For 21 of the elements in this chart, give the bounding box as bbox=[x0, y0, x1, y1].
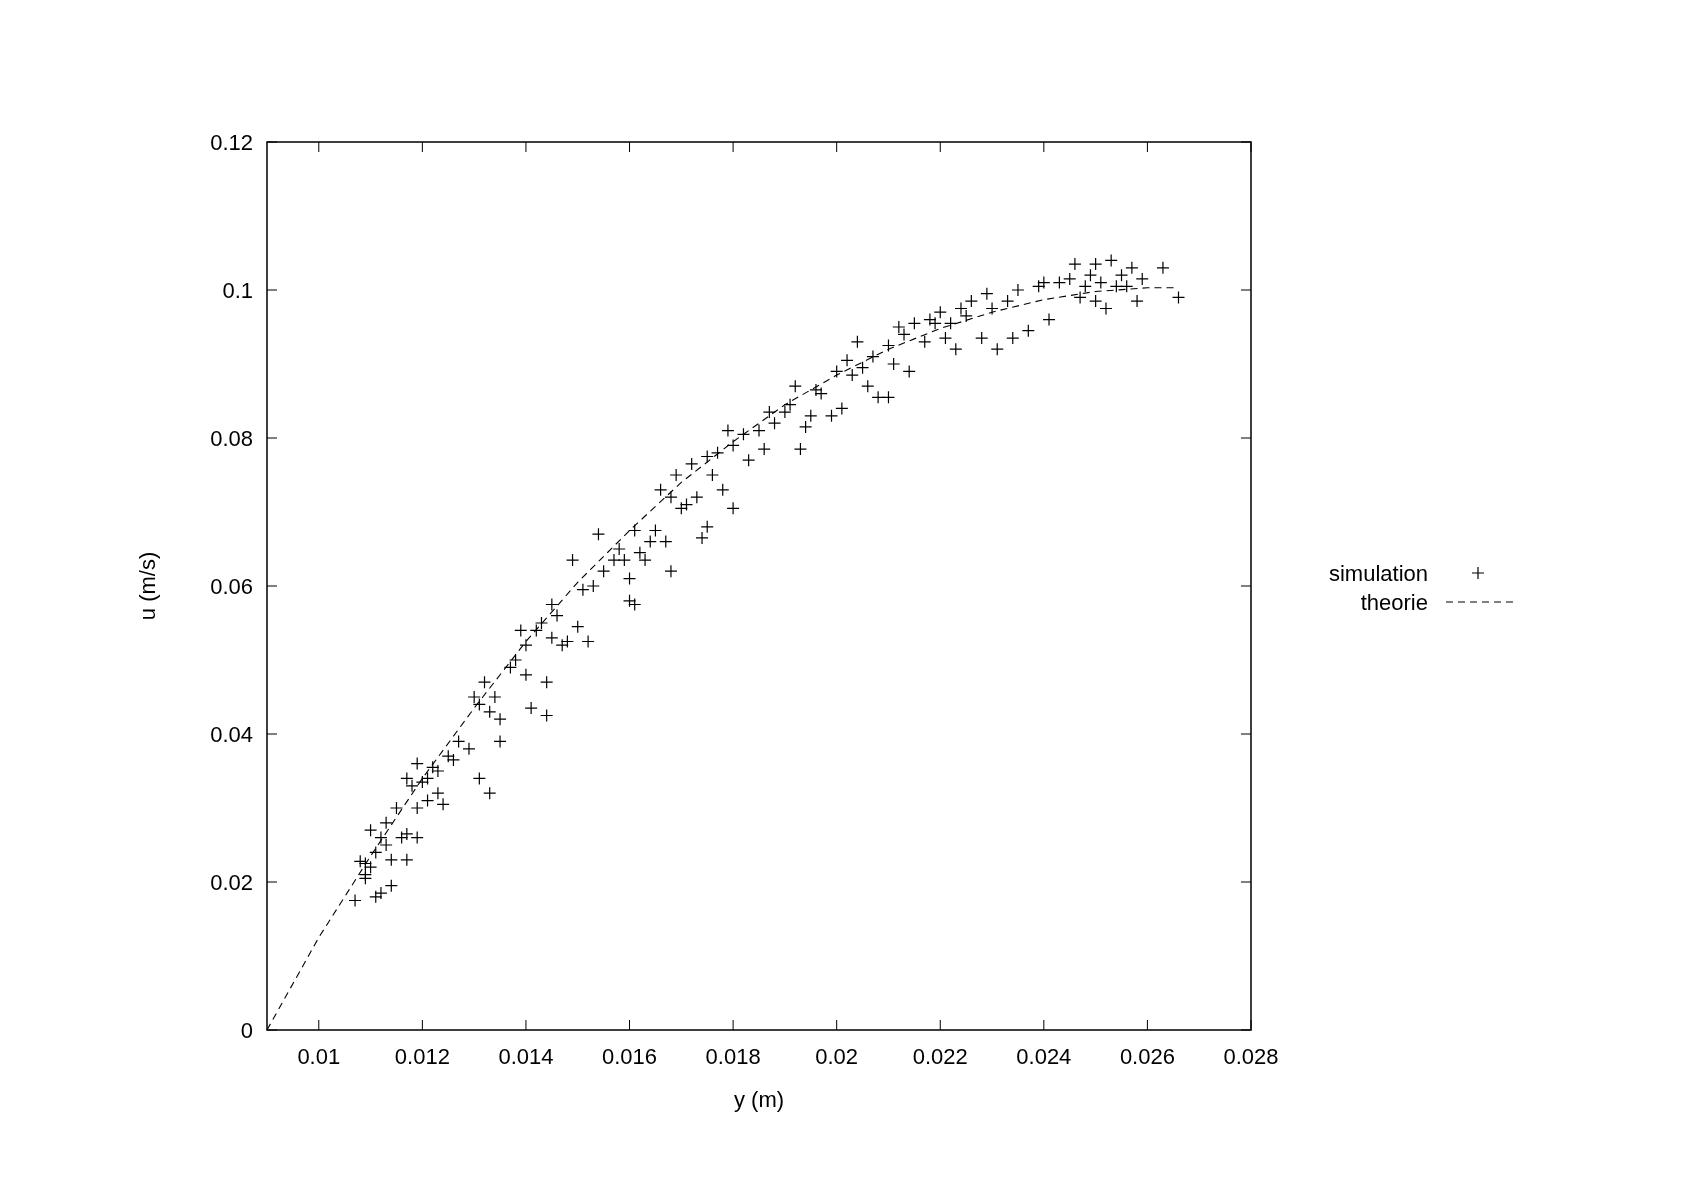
y-tick-label: 0.1 bbox=[222, 278, 253, 303]
x-tick-label: 0.02 bbox=[815, 1044, 859, 1069]
y-tick-label: 0.06 bbox=[210, 574, 253, 599]
x-tick-label: 0.01 bbox=[297, 1044, 341, 1069]
y-axis-title: u (m/s) bbox=[135, 551, 160, 621]
y-tick-label: 0.08 bbox=[210, 426, 253, 451]
x-tick-label: 0.026 bbox=[1119, 1044, 1175, 1069]
x-tick-label: 0.024 bbox=[1016, 1044, 1072, 1069]
legend-label: simulation bbox=[1328, 561, 1428, 586]
y-tick-label: 0.12 bbox=[210, 130, 253, 155]
x-axis-title: y (m) bbox=[733, 1087, 785, 1112]
legend-label: theorie bbox=[1360, 590, 1428, 615]
y-tick-label: 0 bbox=[240, 1018, 253, 1043]
x-tick-label: 0.028 bbox=[1223, 1044, 1279, 1069]
x-tick-label: 0.022 bbox=[912, 1044, 968, 1069]
x-tick-label: 0.018 bbox=[705, 1044, 761, 1069]
y-tick-label: 0.02 bbox=[210, 870, 253, 895]
x-tick-label: 0.016 bbox=[602, 1044, 658, 1069]
x-tick-label: 0.014 bbox=[498, 1044, 554, 1069]
y-tick-label: 0.04 bbox=[210, 722, 253, 747]
x-tick-label: 0.012 bbox=[394, 1044, 450, 1069]
